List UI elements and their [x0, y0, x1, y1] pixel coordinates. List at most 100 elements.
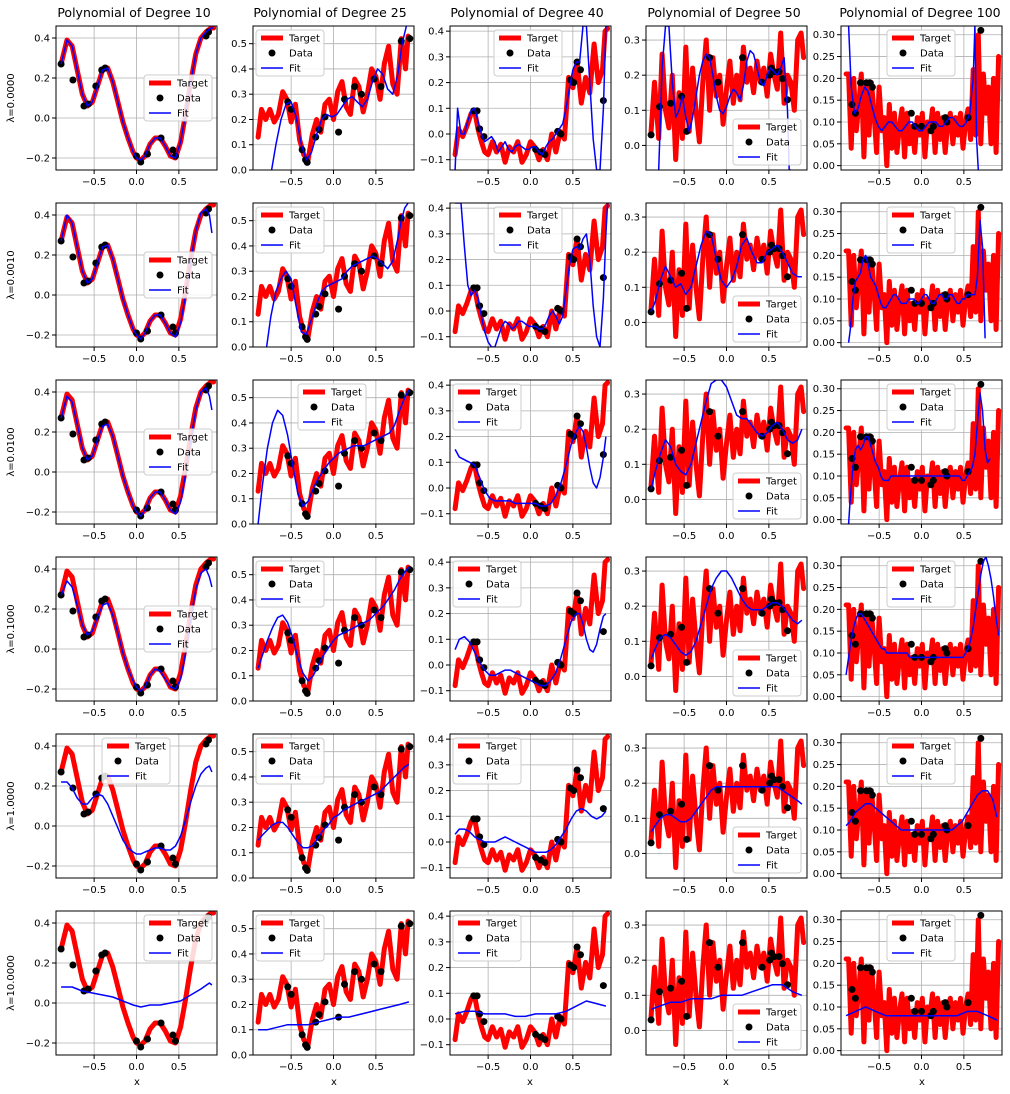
x-tick-label: −0.5: [867, 354, 891, 365]
fit-line: [657, 26, 791, 170]
fit-line: [257, 389, 410, 524]
legend: Target Data Fit: [255, 560, 325, 608]
legend-data-swatch: [745, 138, 753, 146]
y-tick-label: 0.2: [34, 74, 50, 85]
subplot-r2-c5: −0.5 0.0 0.5 0.00 0.05 0.10 0.15 0.20 0.25 0.30 Ta…: [813, 202, 1003, 365]
y-tick-label: 0.2: [624, 956, 640, 967]
data-point: [739, 54, 747, 62]
x-tick-label: 0.0: [326, 177, 342, 188]
target-line: [255, 741, 414, 871]
x-tick-label: 0.5: [761, 531, 777, 542]
legend-label-data: Data: [289, 757, 313, 768]
legend-box: [886, 914, 956, 962]
legend-label-data: Data: [527, 49, 551, 60]
plot-area: [57, 734, 217, 874]
y-tick-label: 0.4: [428, 381, 444, 392]
legend: Target Data Fit: [255, 914, 325, 962]
plot-area: [452, 380, 611, 519]
y-tick-label: 0.0: [624, 849, 640, 860]
legend-data-swatch: [156, 94, 164, 102]
y-tick-label: 0.05: [813, 139, 835, 150]
subplot-r4-c2: −0.5 0.0 0.5 0.0 0.1 0.2 0.3 0.4 0.5 Target Data Fi…: [231, 556, 415, 719]
data-point: [303, 1043, 311, 1051]
legend-label-target: Target: [765, 1008, 797, 1019]
data-point: [868, 614, 876, 622]
data-point: [977, 911, 985, 919]
x-tick-label: −0.5: [476, 1062, 500, 1073]
legend-box: [452, 560, 522, 608]
x-tick-label: −0.5: [82, 531, 106, 542]
data-point: [287, 990, 295, 998]
x-tick-label: −0.5: [476, 885, 500, 896]
x-tick-label: 0.0: [719, 354, 735, 365]
y-tick-label: 0.2: [231, 646, 247, 657]
y-tick-label: 0.25: [813, 229, 835, 240]
legend-label-data: Data: [177, 625, 201, 636]
legend-box: [255, 206, 325, 254]
plot-area: [452, 26, 611, 170]
y-tick-label: 0.20: [813, 428, 835, 439]
subplot-r2-c3: −0.5 0.0 0.5 −0.1 0.0 0.1 0.2 0.3 0.4 Target Data F…: [420, 202, 612, 365]
x-tick-label: 0.5: [368, 354, 384, 365]
target-line: [648, 207, 807, 339]
legend-data-swatch: [465, 757, 473, 765]
legend-box: [886, 560, 956, 608]
x-tick-label: 0.5: [171, 177, 187, 188]
legend-data-swatch: [156, 448, 164, 456]
data-point: [929, 122, 937, 130]
data-point: [144, 1035, 152, 1043]
legend-label-fit: Fit: [766, 330, 778, 341]
data-point: [964, 999, 972, 1007]
x-tick-label: 0.0: [914, 708, 930, 719]
fit-line: [257, 763, 410, 849]
y-tick-label: −0.2: [26, 331, 50, 342]
data-point: [541, 1036, 549, 1044]
legend-box: [732, 649, 802, 697]
y-tick-label: 0.0: [34, 645, 50, 656]
data-point: [303, 335, 311, 343]
data-point: [856, 433, 864, 441]
data-point: [907, 640, 915, 648]
y-tick-label: −0.2: [26, 508, 50, 519]
legend-label-data: Data: [766, 138, 790, 149]
y-tick-label: 0.15: [813, 273, 835, 284]
subplot-r6-c4: −0.5 0.0 0.5 0.0 0.1 0.2 0.3 Target Data Fit: [624, 910, 808, 1073]
data-point: [714, 786, 722, 794]
y-tick-label: 0.30: [813, 915, 835, 926]
col-title-degree-25: Polynomial of Degree 25: [253, 5, 406, 20]
y-tick-label: 0.2: [34, 959, 50, 970]
data-point: [284, 452, 292, 460]
x-tick-label: 0.0: [326, 708, 342, 719]
legend-label-target: Target: [765, 477, 797, 488]
plot-area: [647, 738, 807, 870]
subplot-r4-c3: −0.5 0.0 0.5 −0.1 0.0 0.1 0.2 0.3 0.4 Target Data F…: [420, 556, 612, 719]
data-point: [397, 391, 405, 399]
data-point: [335, 482, 343, 490]
y-tick-label: 0.4: [231, 418, 247, 429]
target-line: [452, 911, 611, 1050]
data-point: [351, 614, 359, 622]
legend-label-target: Target: [176, 256, 208, 267]
x-tick-label: −0.5: [279, 177, 303, 188]
y-tick-label: 0.05: [813, 1024, 835, 1035]
target-line: [648, 561, 807, 693]
legend-data-swatch: [465, 580, 473, 588]
data-point: [714, 432, 722, 440]
data-point: [977, 203, 985, 211]
data-point: [683, 658, 691, 666]
data-point: [303, 689, 311, 697]
col-title-degree-100: Polynomial of Degree 100: [839, 5, 1000, 20]
fit-line: [454, 26, 608, 170]
x-tick-label: 0.0: [523, 885, 539, 896]
y-tick-label: 0.0: [231, 1051, 247, 1062]
x-tick-label: 0.0: [914, 354, 930, 365]
legend-box: [143, 74, 213, 122]
y-tick-label: 0.25: [813, 52, 835, 63]
data-point: [778, 960, 786, 968]
data-point: [851, 286, 859, 294]
legend-box: [255, 29, 325, 77]
data-point: [335, 836, 343, 844]
data-point: [739, 408, 747, 416]
legend-label-data: Data: [289, 934, 313, 945]
x-tick-label: −0.5: [279, 354, 303, 365]
